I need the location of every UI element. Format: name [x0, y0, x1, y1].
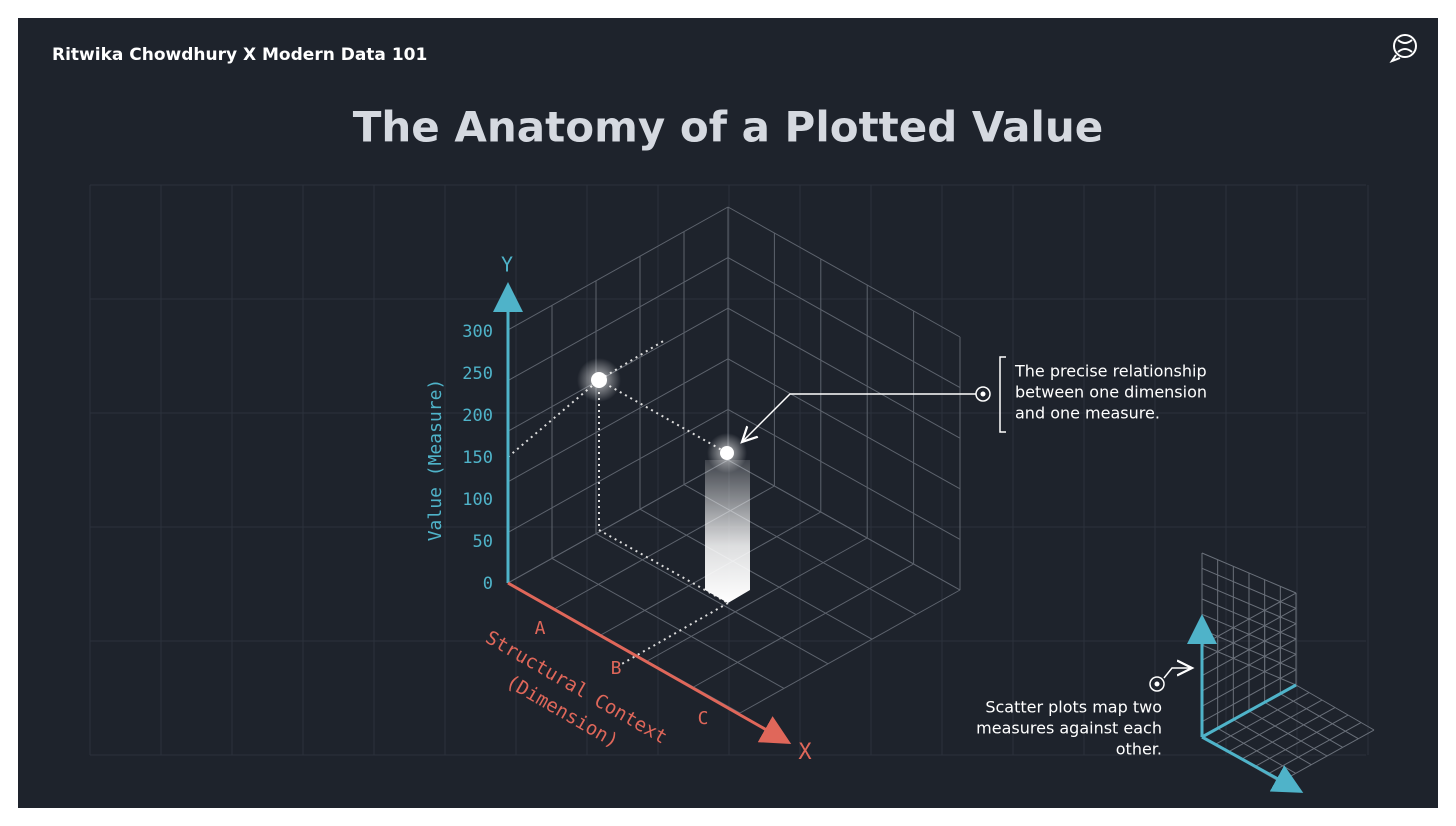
callout-pointer — [742, 356, 1006, 442]
point — [591, 372, 607, 388]
categories: A B C — [535, 618, 709, 729]
cube-grid-line — [507, 206, 729, 331]
scatter-icon-axis — [1201, 683, 1297, 739]
y-ticks: 0 50 100 150 200 250 300 — [462, 322, 493, 594]
category-label: A — [535, 618, 546, 639]
cube-grid-line — [507, 257, 729, 382]
scatter-note-line: other. — [1116, 740, 1162, 759]
author: Ritwika Chowdhury X Modern Data 101 — [52, 45, 427, 65]
y-tick-label: 150 — [462, 448, 493, 468]
y-tick-label: 0 — [483, 574, 493, 594]
callout-dot — [980, 391, 986, 397]
cube-grid-line — [727, 206, 961, 338]
scatter-pointer — [1149, 668, 1192, 692]
callout-line: The precise relationship — [1014, 362, 1207, 381]
callout-text: The precise relationship between one dime… — [1014, 362, 1207, 423]
category-label: C — [698, 708, 709, 729]
y-axis-letter: Y — [501, 253, 513, 277]
y-tick-label: 300 — [462, 322, 493, 342]
cube-grid-line — [727, 358, 961, 490]
cube-grid-line — [727, 459, 961, 591]
projection-lines — [507, 339, 729, 666]
scatter-note-line: measures against each — [976, 719, 1162, 738]
cube-grid-line — [507, 459, 729, 584]
scatter-icon-grid — [1201, 552, 1297, 594]
cube-grid-line — [595, 533, 829, 665]
title: The Anatomy of a Plotted Value — [353, 103, 1104, 152]
logo-icon — [1389, 34, 1417, 64]
scatter-icon-axis — [1201, 735, 1304, 793]
cube-grid-line — [693, 563, 914, 688]
cube-grid-line — [507, 358, 729, 483]
cube-grid-line — [507, 408, 729, 533]
scatter-note-line: Scatter plots map two — [985, 698, 1162, 717]
cube-grid-line — [646, 537, 868, 662]
y-tick-label: 250 — [462, 364, 493, 384]
x-axis-letter: X — [798, 740, 812, 765]
callout-line: between one dimension — [1015, 383, 1207, 402]
x-axis — [507, 581, 792, 744]
category-label: B — [611, 658, 622, 679]
scatter-note: Scatter plots map two measures against ea… — [976, 698, 1162, 759]
cube — [507, 206, 961, 714]
value-bar — [705, 460, 750, 603]
scatter-dot — [1154, 681, 1160, 687]
cube-grid-line — [727, 257, 961, 389]
cube-grid-line — [727, 408, 961, 540]
y-tick-label: 200 — [462, 406, 493, 426]
callout-line: and one measure. — [1015, 404, 1160, 423]
cube-grid-line — [727, 307, 961, 439]
y-axis-title: Value (Measure) — [425, 379, 446, 542]
y-tick-label: 50 — [473, 532, 493, 552]
cube-grid-line — [739, 589, 961, 714]
point — [720, 446, 734, 460]
cube-grid-line — [551, 557, 785, 689]
y-tick-label: 100 — [462, 490, 493, 510]
cube-grid-line — [639, 508, 873, 640]
